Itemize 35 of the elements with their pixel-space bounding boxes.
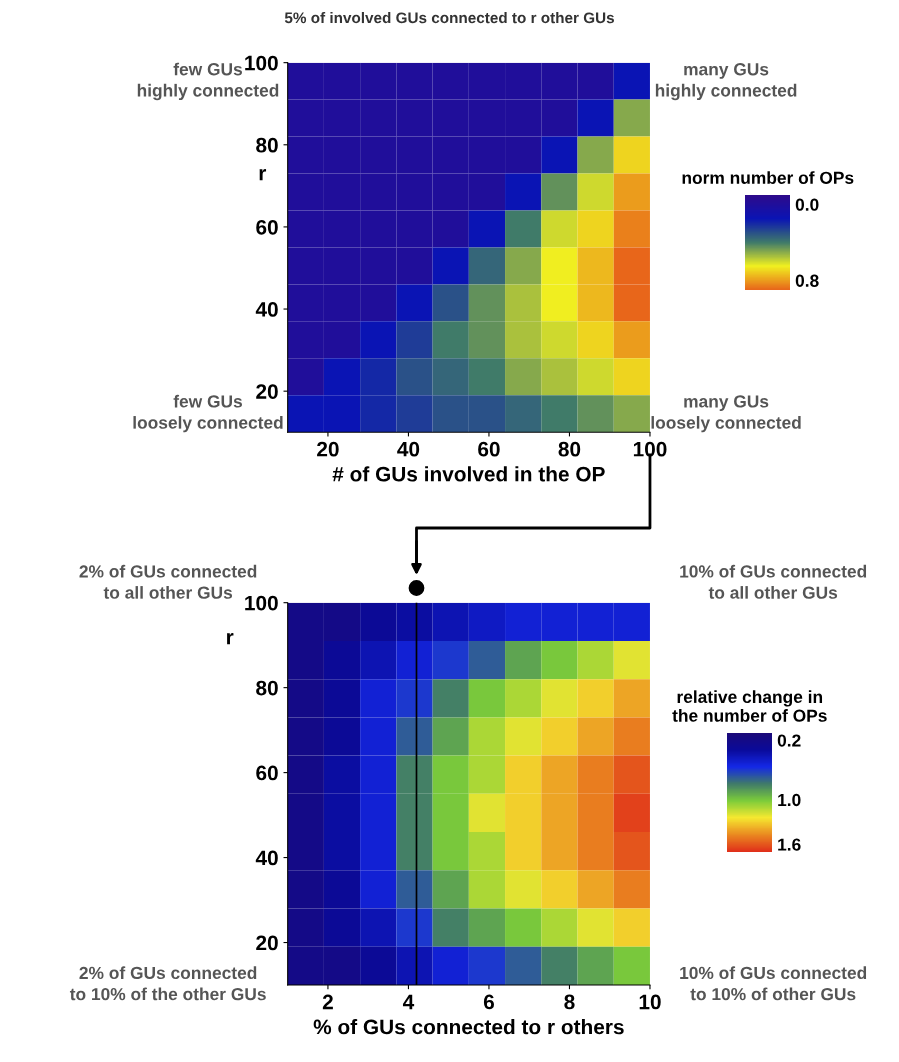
y-tick-label: 40 bbox=[255, 850, 278, 866]
color-bar-label: 0.0 bbox=[795, 198, 819, 211]
y-tick-label: 60 bbox=[256, 765, 278, 781]
y-axis-title: r bbox=[259, 169, 267, 181]
color-bar-label: 1.0 bbox=[778, 793, 801, 807]
color-bar-title: relative change in the number of OPs bbox=[672, 690, 827, 722]
text: many GUs loosely connected bbox=[651, 395, 801, 433]
y-tick-label: 80 bbox=[256, 137, 278, 153]
y-tick-label: 60 bbox=[256, 219, 278, 235]
x-axis-title: # of GUs involved in the OP bbox=[332, 466, 605, 482]
text: 2% of GUs connected to 10% of the other GUs bbox=[69, 966, 266, 1001]
color-bar-label: 1.6 bbox=[778, 838, 801, 851]
color-bar-title: norm number of OPs bbox=[682, 171, 854, 184]
y-tick-label: 100 bbox=[245, 55, 278, 71]
x-tick-label: 8 bbox=[564, 994, 575, 1010]
x-tick-label: 100 bbox=[633, 441, 667, 457]
x-tick-label: 20 bbox=[317, 441, 339, 457]
y-tick-label: 40 bbox=[255, 302, 278, 317]
y-tick-label: 80 bbox=[256, 680, 278, 696]
x-tick-label: 60 bbox=[478, 441, 500, 457]
chart-title: 5% of involved GUs connected to r other GUs bbox=[284, 12, 614, 24]
color-bar-label: 0.2 bbox=[777, 734, 801, 747]
x-axis-title: % of GUs connected to r others bbox=[313, 1019, 624, 1035]
x-tick-label: 6 bbox=[483, 994, 494, 1010]
text: 10% of GUs connected to all other GUs bbox=[680, 564, 867, 599]
text: many GUs highly connected bbox=[655, 63, 797, 101]
y-tick-label: 20 bbox=[256, 935, 278, 951]
x-tick-label: 10 bbox=[639, 994, 661, 1010]
x-tick-label: 4 bbox=[402, 994, 415, 1010]
color-bar-label: 0.8 bbox=[795, 274, 819, 287]
x-tick-label: 80 bbox=[558, 441, 581, 457]
text: 10% of GUs connected to 10% of other GUs bbox=[680, 966, 867, 1001]
x-tick-label: 40 bbox=[397, 441, 420, 457]
y-axis-title: r bbox=[227, 633, 234, 645]
x-tick-label: 2 bbox=[322, 994, 333, 1010]
